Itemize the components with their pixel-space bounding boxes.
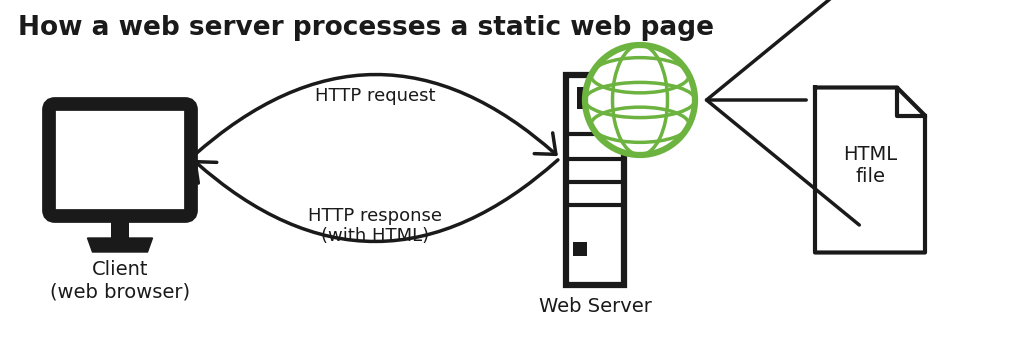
Circle shape xyxy=(585,45,695,155)
Polygon shape xyxy=(815,87,925,252)
Bar xyxy=(577,87,613,109)
Text: HTTP response
(with HTML): HTTP response (with HTML) xyxy=(308,207,442,245)
FancyArrowPatch shape xyxy=(194,75,556,156)
FancyArrowPatch shape xyxy=(196,160,558,241)
FancyBboxPatch shape xyxy=(49,104,191,216)
Text: HTTP request: HTTP request xyxy=(315,87,436,105)
Bar xyxy=(111,210,129,238)
Text: Web Server: Web Server xyxy=(539,297,651,316)
Bar xyxy=(566,75,624,285)
Text: How a web server processes a static web page: How a web server processes a static web … xyxy=(18,15,714,41)
Bar xyxy=(573,242,587,256)
Text: HTML
file: HTML file xyxy=(843,144,897,186)
FancyBboxPatch shape xyxy=(65,120,175,200)
Text: Client
(web browser): Client (web browser) xyxy=(50,260,190,301)
Polygon shape xyxy=(87,238,153,252)
